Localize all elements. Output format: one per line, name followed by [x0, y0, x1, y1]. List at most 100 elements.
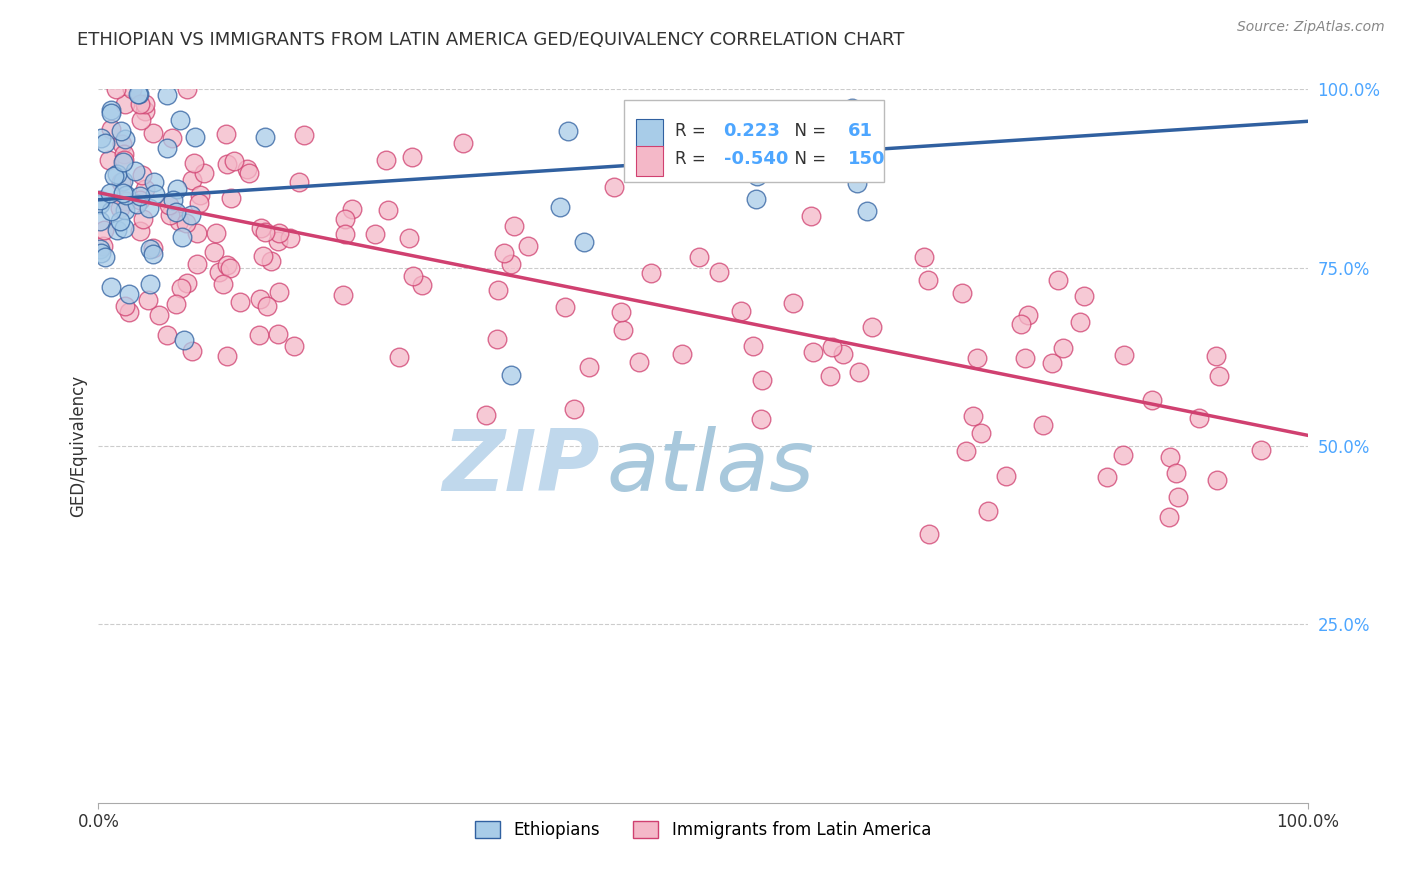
Point	[114, 194, 136, 208]
Point	[1069, 314, 1091, 328]
Point	[557, 124, 579, 138]
Point	[114, 202, 136, 217]
Point	[129, 97, 152, 112]
Point	[156, 141, 179, 155]
Point	[1157, 509, 1180, 524]
Point	[1140, 392, 1163, 407]
Point	[554, 301, 576, 315]
Point	[124, 163, 146, 178]
Point	[129, 193, 152, 207]
Point	[609, 304, 631, 318]
Point	[486, 332, 509, 346]
Point	[104, 82, 127, 96]
Point	[173, 333, 195, 347]
Point	[176, 277, 198, 291]
Point	[131, 168, 153, 182]
Point	[1159, 450, 1181, 465]
Text: -0.540: -0.540	[724, 150, 787, 168]
Point	[548, 200, 571, 214]
Point	[249, 221, 271, 235]
Point	[1047, 273, 1070, 287]
Text: R =: R =	[675, 122, 711, 140]
Point	[125, 197, 148, 211]
Point	[236, 162, 259, 177]
Point	[1052, 341, 1074, 355]
Point	[269, 226, 291, 240]
Point	[970, 426, 993, 441]
Point	[572, 235, 595, 249]
Point	[136, 293, 159, 307]
Text: 150: 150	[848, 150, 886, 168]
Y-axis label: GED/Equivalency: GED/Equivalency	[69, 375, 87, 517]
Point	[183, 129, 205, 144]
Point	[1040, 355, 1063, 369]
Point	[128, 189, 150, 203]
Point	[139, 242, 162, 256]
Legend: Ethiopians, Immigrants from Latin America: Ethiopians, Immigrants from Latin Americ…	[468, 814, 938, 846]
Point	[98, 186, 121, 201]
Point	[917, 527, 939, 541]
Point	[745, 169, 768, 183]
Point	[103, 169, 125, 183]
Point	[142, 247, 165, 261]
Point	[180, 344, 202, 359]
Point	[388, 351, 411, 365]
Point	[212, 277, 235, 291]
Point	[994, 469, 1017, 483]
Point	[1010, 317, 1032, 331]
Point	[238, 166, 260, 180]
Point	[169, 280, 191, 294]
Point	[955, 444, 977, 458]
Point	[217, 157, 239, 171]
Point	[803, 345, 825, 359]
Point	[260, 254, 283, 268]
Point	[174, 217, 197, 231]
Point	[824, 68, 846, 82]
Point	[1164, 466, 1187, 480]
Text: Source: ZipAtlas.com: Source: ZipAtlas.com	[1237, 20, 1385, 34]
Point	[111, 186, 134, 200]
Point	[181, 173, 204, 187]
Point	[749, 412, 772, 426]
Point	[100, 103, 122, 117]
Point	[627, 355, 650, 369]
Point	[89, 197, 111, 211]
Point	[640, 266, 662, 280]
Point	[190, 188, 212, 202]
Point	[782, 296, 804, 310]
FancyBboxPatch shape	[637, 146, 664, 177]
Point	[91, 239, 114, 253]
Point	[166, 182, 188, 196]
Point	[219, 261, 242, 276]
Point	[229, 295, 252, 310]
Point	[256, 299, 278, 313]
Point	[402, 269, 425, 284]
Point	[176, 82, 198, 96]
Point	[517, 239, 540, 253]
Point	[208, 265, 231, 279]
Point	[267, 234, 290, 248]
Point	[821, 340, 844, 354]
Point	[377, 203, 399, 218]
Point	[217, 258, 239, 272]
Point	[252, 249, 274, 263]
Point	[156, 328, 179, 343]
Point	[205, 226, 228, 240]
Point	[912, 250, 935, 264]
Point	[159, 208, 181, 222]
Point	[578, 360, 600, 375]
Point	[486, 283, 509, 297]
Point	[132, 211, 155, 226]
Point	[134, 104, 156, 119]
Point	[278, 230, 301, 244]
Point	[688, 250, 710, 264]
Point	[169, 113, 191, 128]
Point	[1208, 369, 1230, 384]
Point	[108, 214, 131, 228]
Point	[90, 131, 112, 145]
Point	[860, 320, 883, 334]
Point	[128, 87, 150, 101]
Point	[112, 221, 135, 235]
Point	[165, 296, 187, 310]
Point	[503, 219, 526, 234]
